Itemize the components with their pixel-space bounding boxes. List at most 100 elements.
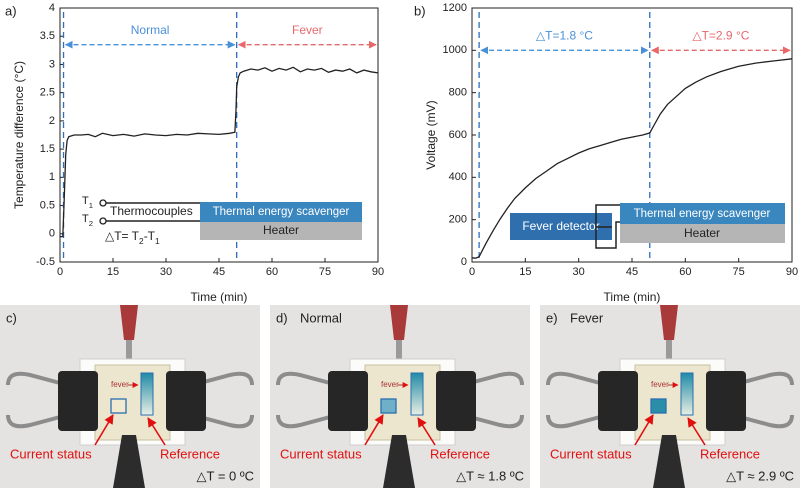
y-tick-label: 1000 bbox=[443, 44, 467, 56]
panel-title: Normal bbox=[300, 310, 342, 325]
x-tick-label: 90 bbox=[372, 266, 384, 278]
formula-label: △T= T2-T1 bbox=[105, 229, 160, 246]
reference-strip bbox=[680, 372, 694, 416]
x-tick-label: 15 bbox=[107, 266, 119, 278]
clip bbox=[276, 371, 331, 429]
status-window bbox=[110, 398, 127, 414]
text-part: T bbox=[82, 195, 89, 207]
clip-body bbox=[436, 371, 476, 431]
probe bbox=[120, 305, 138, 340]
delta-t-label: △T = 0 ºC bbox=[197, 468, 255, 483]
probe-bottom bbox=[653, 435, 685, 488]
reference-label: Reference bbox=[430, 446, 490, 461]
probe-tip bbox=[396, 340, 402, 362]
fever-label: fever bbox=[381, 380, 399, 389]
device bbox=[364, 364, 441, 441]
range-label: △T=1.8 °C bbox=[536, 29, 593, 43]
text-part: 2 bbox=[139, 236, 144, 246]
current-status-label: Current status bbox=[550, 446, 632, 461]
x-tick-label: 0 bbox=[57, 266, 63, 278]
clip-body bbox=[166, 371, 206, 431]
y-tick-label: 0 bbox=[461, 256, 467, 268]
heater-block bbox=[620, 224, 785, 243]
reference-strip bbox=[410, 372, 424, 416]
clip-body bbox=[328, 371, 368, 431]
x-axis-label: Time (min) bbox=[191, 290, 248, 304]
x-tick-label: 30 bbox=[573, 266, 585, 278]
clip bbox=[6, 371, 61, 429]
status-window bbox=[380, 398, 397, 414]
x-tick-label: 60 bbox=[266, 266, 278, 278]
y-axis-label: Temperature difference (°C) bbox=[12, 61, 26, 209]
y-tick-label: -0.5 bbox=[36, 256, 55, 268]
x-tick-label: 0 bbox=[469, 266, 475, 278]
y-tick-label: 3.5 bbox=[40, 30, 55, 42]
data-line bbox=[60, 66, 379, 238]
y-tick-label: 4 bbox=[49, 2, 55, 14]
y-tick-label: 1 bbox=[49, 171, 55, 183]
panel-title: Fever bbox=[570, 310, 604, 325]
photo-panel: fever Current status Reference d) Normal △T ≈… bbox=[270, 305, 530, 488]
clip-body bbox=[706, 371, 746, 431]
y-tick-label: 1.5 bbox=[40, 143, 55, 155]
probe-tip bbox=[126, 340, 132, 362]
y-tick-label: 200 bbox=[449, 214, 467, 226]
x-tick-label: 30 bbox=[160, 266, 172, 278]
reference-label: Reference bbox=[700, 446, 760, 461]
text-part: 1 bbox=[155, 236, 160, 246]
range-label: △T=2.9 °C bbox=[692, 29, 749, 43]
y-tick-label: 0 bbox=[49, 228, 55, 240]
fever-label: fever bbox=[111, 380, 129, 389]
pointer bbox=[634, 414, 654, 446]
y-tick-label: 1200 bbox=[443, 2, 467, 14]
terminal bbox=[99, 217, 107, 225]
panel-label: d) bbox=[276, 310, 288, 325]
text-part: T bbox=[82, 213, 89, 225]
reference-strip bbox=[140, 372, 154, 416]
pointer bbox=[147, 417, 166, 446]
x-tick-label: 60 bbox=[679, 266, 691, 278]
clip bbox=[199, 371, 254, 429]
wire bbox=[106, 202, 200, 222]
y-tick-label: 0.5 bbox=[40, 199, 55, 211]
text-part: △T= T bbox=[105, 229, 140, 243]
range-label: Normal bbox=[131, 23, 170, 37]
x-axis-label: Time (min) bbox=[604, 290, 661, 304]
scavenger-block bbox=[200, 202, 362, 222]
x-tick-label: 90 bbox=[786, 266, 798, 278]
panel-label: c) bbox=[6, 310, 17, 325]
scavenger-label: Thermal energy scavenger bbox=[213, 206, 350, 218]
probe-bottom bbox=[113, 435, 145, 488]
x-tick-label: 75 bbox=[319, 266, 331, 278]
probe bbox=[390, 305, 408, 340]
x-tick-label: 75 bbox=[733, 266, 745, 278]
y-tick-label: 800 bbox=[449, 87, 467, 99]
current-status-label: Current status bbox=[280, 446, 362, 461]
thermocouples-label: Thermocouples bbox=[110, 204, 193, 218]
x-tick-label: 45 bbox=[626, 266, 638, 278]
pointer bbox=[417, 417, 436, 446]
panel-label: e) bbox=[546, 310, 558, 325]
fever-label: fever bbox=[651, 380, 669, 389]
clip bbox=[546, 371, 601, 429]
range-label: Fever bbox=[292, 23, 323, 37]
y-axis-label: Voltage (mV) bbox=[424, 100, 438, 169]
heater-label: Heater bbox=[684, 226, 720, 240]
pointer bbox=[364, 414, 384, 446]
pointer bbox=[94, 414, 114, 446]
y-tick-label: 400 bbox=[449, 171, 467, 183]
device bbox=[94, 364, 171, 441]
pointer bbox=[687, 417, 706, 446]
clip bbox=[469, 371, 524, 429]
y-tick-label: 2.5 bbox=[40, 87, 55, 99]
y-tick-label: 600 bbox=[449, 129, 467, 141]
delta-t-label: △T ≈ 1.8 ºC bbox=[456, 468, 524, 483]
photo-panel: fever Current status Reference e) Fever △T ≈ … bbox=[540, 305, 800, 488]
y-tick-label: 2 bbox=[49, 115, 55, 127]
photo-panel: fever Current status Reference c) △T = 0 ºC bbox=[0, 305, 260, 488]
device bbox=[634, 364, 711, 441]
x-tick-label: 45 bbox=[213, 266, 225, 278]
scavenger-block bbox=[620, 203, 785, 224]
probe-bottom bbox=[383, 435, 415, 488]
